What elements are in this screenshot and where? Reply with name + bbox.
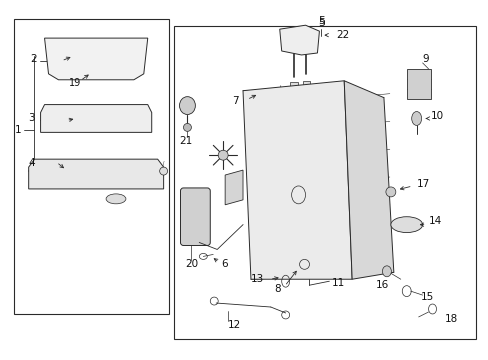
Ellipse shape <box>411 112 421 125</box>
Text: 23: 23 <box>315 90 328 100</box>
Text: 10: 10 <box>429 112 443 121</box>
Text: 7: 7 <box>232 96 239 105</box>
Text: 5: 5 <box>317 16 324 26</box>
Polygon shape <box>279 25 319 55</box>
Text: 4: 4 <box>28 158 35 168</box>
Text: 3: 3 <box>28 113 35 123</box>
Ellipse shape <box>218 150 228 160</box>
Bar <box>302 81 310 91</box>
Ellipse shape <box>179 96 195 114</box>
Bar <box>289 82 297 94</box>
Text: 6: 6 <box>221 259 227 269</box>
Polygon shape <box>344 81 393 279</box>
Text: 11: 11 <box>331 278 344 288</box>
Text: 21: 21 <box>179 136 192 146</box>
Polygon shape <box>44 38 147 80</box>
Polygon shape <box>243 81 351 279</box>
Text: 9: 9 <box>422 54 428 64</box>
Ellipse shape <box>183 123 191 131</box>
Text: 14: 14 <box>427 216 441 226</box>
Polygon shape <box>224 170 243 205</box>
Bar <box>14 19 168 314</box>
FancyBboxPatch shape <box>180 188 210 246</box>
Text: 18: 18 <box>444 314 457 324</box>
Text: 13: 13 <box>250 274 264 284</box>
Bar <box>406 69 429 99</box>
Text: 1: 1 <box>15 125 21 135</box>
Polygon shape <box>41 105 151 132</box>
Text: 8: 8 <box>274 284 280 294</box>
Ellipse shape <box>382 266 390 277</box>
Text: 12: 12 <box>228 320 241 330</box>
Text: 20: 20 <box>184 259 198 269</box>
Text: 2: 2 <box>30 54 37 64</box>
Ellipse shape <box>106 194 126 204</box>
Text: 19: 19 <box>69 78 81 88</box>
Text: 15: 15 <box>420 292 433 302</box>
Ellipse shape <box>385 187 395 197</box>
Text: 16: 16 <box>376 280 389 290</box>
Ellipse shape <box>390 217 422 233</box>
Bar <box>173 26 475 339</box>
Text: 5: 5 <box>317 18 324 28</box>
Ellipse shape <box>160 167 167 175</box>
Text: 17: 17 <box>416 179 429 189</box>
Text: 22: 22 <box>336 30 349 40</box>
Polygon shape <box>29 159 163 189</box>
